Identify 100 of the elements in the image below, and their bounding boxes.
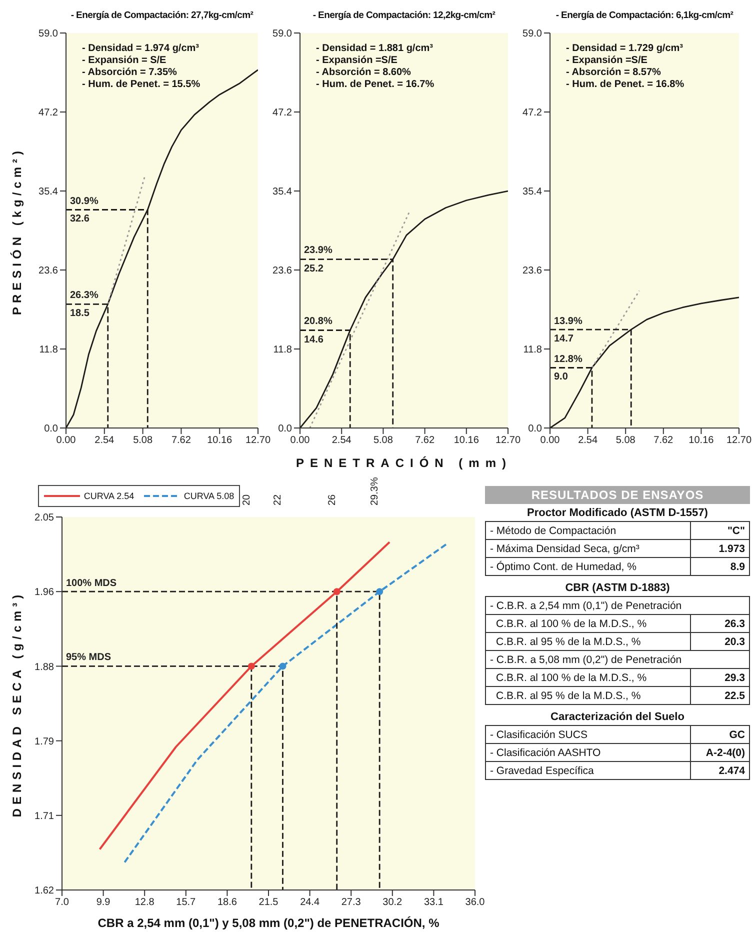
annotation: 23.9% xyxy=(304,245,332,256)
x-tick-label: 30.2 xyxy=(382,897,403,908)
text: 29.3 xyxy=(724,672,745,684)
data-label: 14.7 xyxy=(554,334,574,345)
category-label: C.B.R. al 100 % de la M.D.S., % xyxy=(486,614,690,632)
y-tick-label: 59.0 xyxy=(272,28,292,40)
data-label: 9.0 xyxy=(554,372,568,383)
annotation: 100% MDS xyxy=(66,578,117,589)
annotation: - Hum. de Penet. = 16.7% xyxy=(316,79,434,91)
x-tick-label: 21.5 xyxy=(258,897,279,908)
text: Proctor Modificado (ASTM D-1557) xyxy=(526,507,709,519)
y-tick-label: 23.6 xyxy=(522,266,542,277)
x-axis-title: CBR a 2,54 mm (0,1") y 5,08 mm (0,2") de PENETRACIÓN, % xyxy=(96,916,440,930)
data-label: 32.6 xyxy=(70,214,90,225)
x-tick-label: 2.54 xyxy=(332,435,352,446)
y-tick-label: 0.0 xyxy=(278,424,292,435)
y-tick-label: 11.8 xyxy=(273,344,292,356)
category-label: - C.B.R. a 5,08 mm (0,2") de Penetración xyxy=(486,650,750,668)
x-tick-label: 7.0 xyxy=(55,897,70,908)
x-tick-label: 15.7 xyxy=(176,897,196,908)
text: 22.5 xyxy=(724,690,745,702)
x-tick-label: 0.00 xyxy=(290,435,310,446)
y-tick-label: 1.71 xyxy=(34,810,54,822)
x-tick-label: 12.70 xyxy=(245,435,271,446)
x-tick-label: 7.62 xyxy=(654,435,674,446)
text: 2.474 xyxy=(718,764,745,776)
data-label: 14.6 xyxy=(304,334,324,346)
y-tick-label: 0.0 xyxy=(44,424,58,435)
annotation: 30.9% xyxy=(70,196,98,207)
y-tick-label: 47.2 xyxy=(38,108,58,119)
x-tick-label: 0.00 xyxy=(56,435,76,446)
x-tick-label: 10.16 xyxy=(207,435,233,446)
y-tick-label: 1.62 xyxy=(34,886,54,897)
annotation: - Absorción = 8.57% xyxy=(566,67,662,79)
annotation: - Absorción = 7.35% xyxy=(82,67,178,79)
text: 8.9 xyxy=(730,560,745,572)
x-tick-label: 0.00 xyxy=(540,435,560,446)
annotation: - Densidad = 1.729 g/cm³ xyxy=(566,43,684,55)
x-tick-label: 2.54 xyxy=(578,435,598,446)
x-tick-label: 2.54 xyxy=(94,435,115,446)
x-tick-label: 10.16 xyxy=(688,435,714,446)
y-tick-label: 1.79 xyxy=(34,736,54,748)
x-tick-label: 7.62 xyxy=(415,435,435,446)
legend-label: CURVA 2.54 xyxy=(84,491,134,501)
x-tick-label: 12.70 xyxy=(495,435,521,446)
category-label: - Gravedad Específica xyxy=(486,762,690,780)
x-tick-label: 18.6 xyxy=(217,897,238,908)
x-tick-label: 10.16 xyxy=(454,435,480,446)
y-tick-label: 0.0 xyxy=(528,424,542,435)
text: RESULTADOS DE ENSAYOS xyxy=(485,486,750,504)
y-tick-label: 35.4 xyxy=(272,186,292,198)
chart-title: - Energía de Compactación: 12,2kg-cm/cm² xyxy=(312,10,496,21)
x-tick-label: 12.8 xyxy=(134,897,155,908)
y-tick-label: 2.05 xyxy=(34,512,54,524)
x-tick-label: 5.08 xyxy=(373,435,394,446)
y-tick-label: 59.0 xyxy=(522,28,542,40)
annotation: 13.9% xyxy=(554,316,582,327)
x-tick-label: 27.3 xyxy=(341,897,362,908)
category-label: C.B.R. al 95 % de la M.D.S., % xyxy=(486,632,690,650)
y-axis-title: DENSIDAD SECA (g/cm³) xyxy=(10,590,24,817)
y-tick-label: 23.6 xyxy=(38,266,58,277)
y-tick-label: 35.4 xyxy=(522,186,542,198)
x-tick-label: 5.08 xyxy=(133,435,153,446)
annotation: 95% MDS xyxy=(66,652,112,664)
chart-title: - Energía de Compactación: 27,7kg-cm/cm² xyxy=(70,10,254,21)
y-tick-label: 47.2 xyxy=(272,108,292,119)
text: "C" xyxy=(727,524,745,536)
y-tick-label: 1.88 xyxy=(34,662,54,673)
x2-tick-label: 22 xyxy=(272,494,284,506)
text: A-2-4(0) xyxy=(706,746,745,758)
category-label: - C.B.R. a 2,54 mm (0,1") de Penetración xyxy=(486,596,750,614)
x-axis-title: PENETRACIÓN (mm) xyxy=(294,456,513,470)
annotation: - Expansión =S/E xyxy=(566,55,648,67)
y-tick-label: 11.8 xyxy=(39,344,58,356)
category-label: - Clasificación SUCS xyxy=(486,726,690,744)
y-tick-label: 47.2 xyxy=(522,108,542,119)
category-label: - Máxima Densidad Seca, g/cm³ xyxy=(486,540,690,558)
y-tick-label: 1.96 xyxy=(34,587,54,598)
x-tick-label: 36.0 xyxy=(465,897,486,908)
x-tick-label: 5.08 xyxy=(616,435,636,446)
x2-tick-label: 20 xyxy=(241,494,252,506)
category-label: - Método de Compactación xyxy=(486,522,690,540)
y-tick-label: 59.0 xyxy=(38,28,58,40)
text: CBR (ASTM D-1883) xyxy=(564,582,671,594)
annotation: 26.3% xyxy=(70,290,98,302)
category-label: C.B.R. al 95 % de la M.D.S., % xyxy=(486,686,690,704)
y-axis-title: PRESIÓN (kg/cm²) xyxy=(10,146,24,315)
annotation: 12.8% xyxy=(554,354,582,365)
data-label: 18.5 xyxy=(70,308,90,320)
annotation: - Expansión = S/E xyxy=(82,55,168,67)
text: GC xyxy=(729,728,745,740)
text: 26.3 xyxy=(724,618,745,630)
x-tick-label: 24.4 xyxy=(300,897,320,908)
y-tick-label: 35.4 xyxy=(38,186,58,198)
category-label: - Óptimo Cont. de Humedad, % xyxy=(486,558,690,576)
annotation: 20.8% xyxy=(304,316,332,328)
annotation: - Expansión =S/E xyxy=(316,55,398,67)
category-label: - Clasificación AASHTO xyxy=(486,744,690,762)
x-tick-label: 7.62 xyxy=(171,435,192,446)
y-tick-label: 23.6 xyxy=(272,266,292,277)
